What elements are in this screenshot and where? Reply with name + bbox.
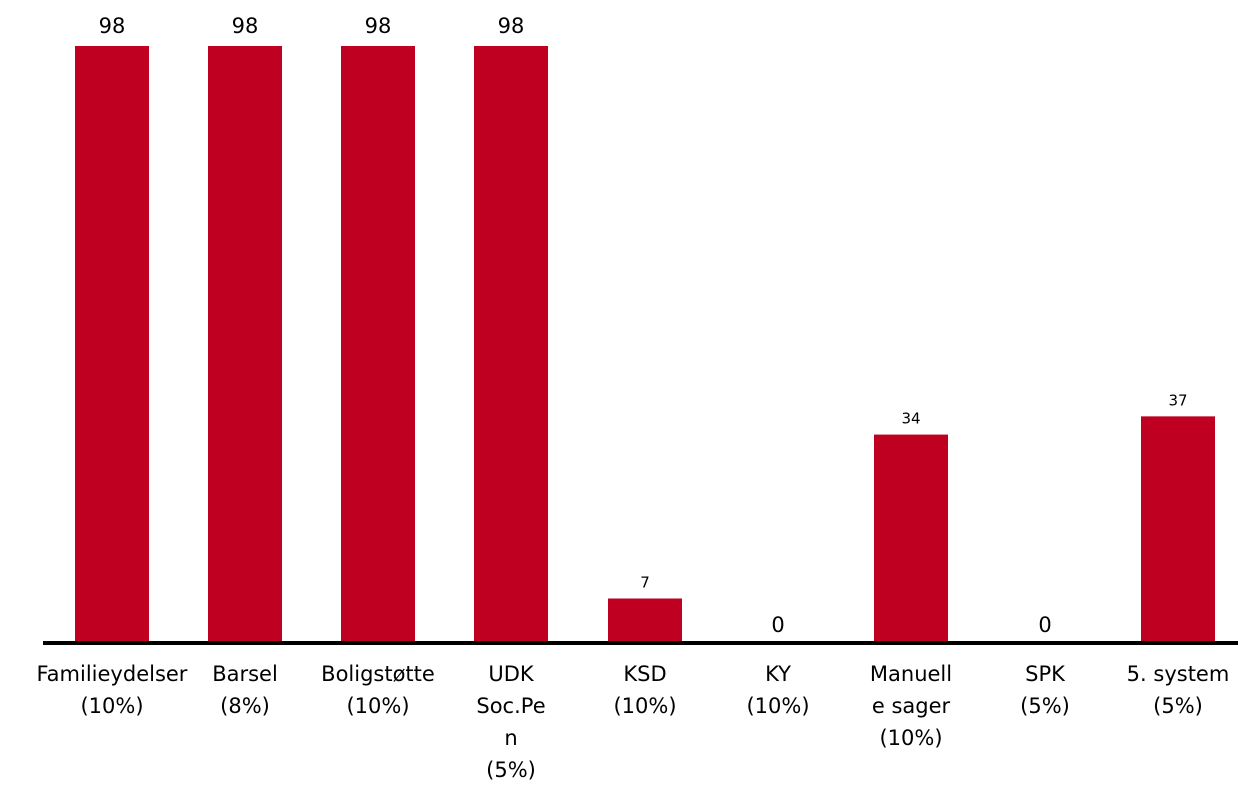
bar-2 bbox=[341, 46, 415, 641]
category-label-7-line-0: SPK bbox=[1025, 662, 1066, 686]
value-label-2: 98 bbox=[365, 14, 392, 38]
bar-4 bbox=[608, 598, 682, 641]
category-label-6-line-1: e sager bbox=[872, 694, 951, 718]
value-label-8: 37 bbox=[1168, 391, 1187, 409]
bar-3 bbox=[474, 46, 548, 641]
category-label-3-line-2: n bbox=[504, 726, 517, 750]
category-label-4-line-0: KSD bbox=[623, 662, 666, 686]
category-label-4-line-1: (10%) bbox=[613, 694, 676, 718]
category-label-3-line-1: Soc.Pe bbox=[476, 694, 545, 718]
bar-0 bbox=[75, 46, 149, 641]
category-label-8-line-1: (5%) bbox=[1153, 694, 1203, 718]
value-label-4: 7 bbox=[640, 574, 650, 592]
category-label-3-line-0: UDK bbox=[488, 662, 535, 686]
category-label-0-line-0: Familieydelser bbox=[37, 662, 188, 686]
category-label-8-line-0: 5. system bbox=[1127, 662, 1230, 686]
bar-8 bbox=[1141, 416, 1215, 641]
bars-group bbox=[75, 46, 1215, 641]
category-label-3-line-3: (5%) bbox=[486, 758, 536, 782]
category-label-6-line-2: (10%) bbox=[879, 726, 942, 750]
category-label-0-line-1: (10%) bbox=[80, 694, 143, 718]
value-label-3: 98 bbox=[498, 14, 525, 38]
category-label-1-line-0: Barsel bbox=[212, 662, 278, 686]
bar-6 bbox=[874, 434, 948, 641]
value-label-1: 98 bbox=[232, 14, 259, 38]
bar-1 bbox=[208, 46, 282, 641]
category-label-2-line-0: Boligstøtte bbox=[321, 662, 435, 686]
value-labels-group: 98 98 98 98 7 0 34 0 37 bbox=[99, 14, 1188, 637]
category-label-2-line-1: (10%) bbox=[346, 694, 409, 718]
category-label-6-line-0: Manuell bbox=[870, 662, 952, 686]
category-label-7-line-1: (5%) bbox=[1020, 694, 1070, 718]
category-label-1-line-1: (8%) bbox=[220, 694, 270, 718]
category-label-5-line-1: (10%) bbox=[746, 694, 809, 718]
value-label-5: 0 bbox=[771, 613, 784, 637]
category-labels-group: Familieydelser (10%) Barsel (8%) Boligstøtte… bbox=[37, 662, 1230, 782]
category-label-5-line-0: KY bbox=[765, 662, 791, 686]
value-label-0: 98 bbox=[99, 14, 126, 38]
value-label-6: 34 bbox=[901, 410, 920, 428]
value-label-7: 0 bbox=[1038, 613, 1051, 637]
